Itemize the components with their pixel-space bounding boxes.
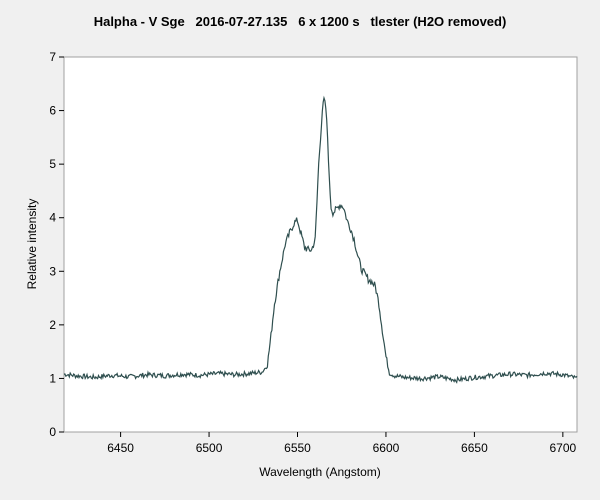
chart-title: Halpha - V Sge 2016-07-27.135 6 x 1200 s… bbox=[93, 14, 507, 29]
x-tick-label: 6500 bbox=[196, 441, 223, 455]
y-axis-label: Relative intensity bbox=[25, 199, 39, 290]
y-tick-label: 6 bbox=[49, 104, 56, 118]
x-tick-label: 6700 bbox=[549, 441, 576, 455]
y-tick-label: 5 bbox=[49, 157, 56, 171]
y-tick-label: 3 bbox=[49, 264, 56, 278]
x-axis-label: Wavelength (Angstom) bbox=[259, 465, 381, 479]
y-tick-label: 7 bbox=[49, 50, 56, 64]
y-tick-label: 4 bbox=[49, 211, 56, 225]
x-tick-label: 6650 bbox=[461, 441, 488, 455]
spectrum-line bbox=[63, 95, 578, 384]
x-tick-label: 6550 bbox=[284, 441, 311, 455]
y-axis: 0 1 2 3 4 5 6 7 bbox=[49, 50, 64, 439]
x-tick-label: 6450 bbox=[107, 441, 134, 455]
x-tick-label: 6600 bbox=[373, 441, 400, 455]
y-tick-label: 0 bbox=[49, 425, 56, 439]
x-axis: 6450 6500 6550 6600 6650 6700 bbox=[107, 432, 577, 455]
plot-area bbox=[63, 56, 578, 433]
y-tick-label: 2 bbox=[49, 318, 56, 332]
y-tick-label: 1 bbox=[49, 371, 56, 385]
